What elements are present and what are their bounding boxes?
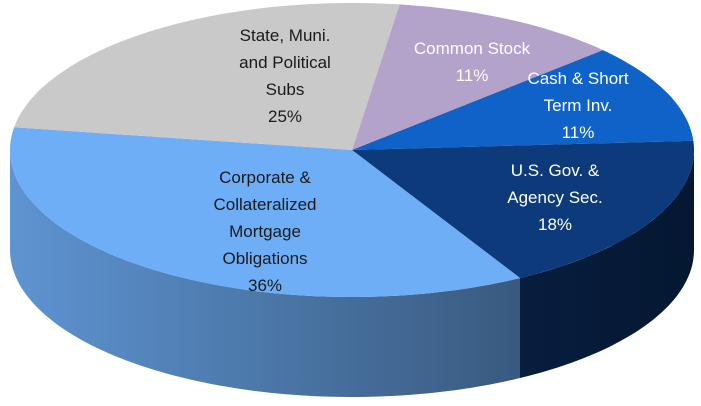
- value-label: 25%: [267, 107, 303, 126]
- slice: [352, 4, 603, 151]
- slice-label: State, Muni. and Political Subs 25%: [225, 22, 345, 130]
- category-label: Cash & Short Term Inv.: [527, 69, 629, 115]
- slice-label: Common Stock 11%: [392, 35, 552, 89]
- slice-label: Cash & Short Term Inv. 11%: [518, 65, 638, 146]
- slice-label: U.S. Gov. & Agency Sec. 18%: [500, 157, 610, 238]
- value-label: 18%: [537, 215, 573, 234]
- slice: [10, 127, 520, 297]
- category-label: U.S. Gov. & Agency Sec.: [507, 161, 603, 207]
- slice-side: [10, 150, 520, 397]
- slice-side: [520, 150, 694, 378]
- slice: [352, 140, 694, 278]
- category-label: State, Muni. and Political Subs: [239, 26, 331, 99]
- value-label: 11%: [455, 66, 489, 85]
- pie-sides: [10, 150, 694, 397]
- category-label: Corporate & Collateralized Mortgage Obli…: [213, 168, 317, 268]
- slice: [14, 3, 400, 150]
- slice: [352, 50, 694, 150]
- value-label: 36%: [247, 276, 283, 295]
- slice-label: Corporate & Collateralized Mortgage Obli…: [201, 164, 329, 299]
- category-label: Common Stock: [413, 39, 531, 58]
- value-label: 11%: [561, 123, 595, 142]
